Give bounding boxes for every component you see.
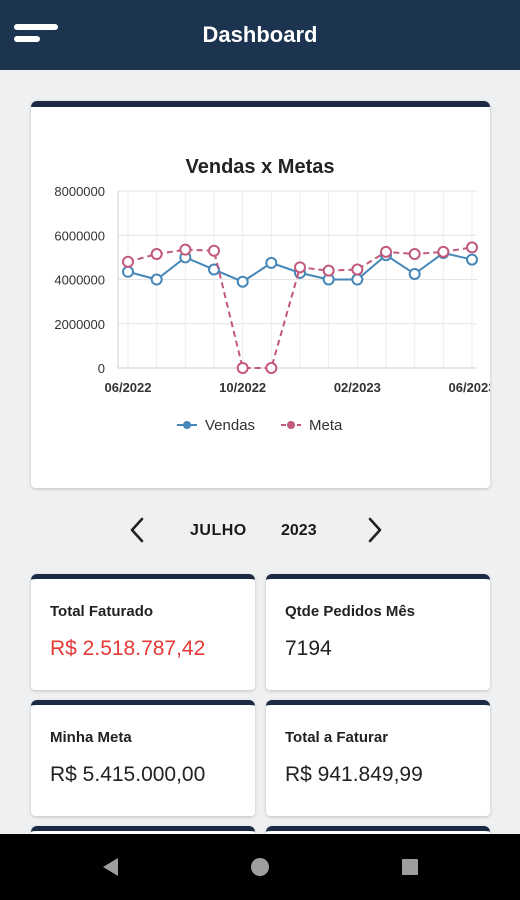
data-point-vendas <box>150 273 163 286</box>
data-point-meta <box>294 261 306 274</box>
y-tick-label: 8000000 <box>54 184 105 199</box>
x-tick-label: 06/2023 <box>449 380 491 395</box>
card-qtde-pedidos[interactable]: Qtde Pedidos Mês 7194 <box>266 574 490 690</box>
data-point-meta <box>322 264 335 277</box>
x-tick-label: 06/2022 <box>105 380 152 395</box>
data-point-meta <box>236 362 249 374</box>
legend-label: Vendas <box>205 417 255 434</box>
data-point-meta <box>265 362 278 374</box>
data-point-meta <box>437 245 450 258</box>
data-point-vendas <box>351 273 364 286</box>
data-point-meta <box>122 255 134 268</box>
card-label: Total a Faturar <box>285 729 389 746</box>
chevron-left-icon[interactable] <box>124 516 152 544</box>
card-label: Minha Meta <box>50 729 132 746</box>
data-point-vendas <box>265 256 278 269</box>
y-tick-label: 4000000 <box>54 273 105 288</box>
recents-square-icon[interactable] <box>397 854 423 880</box>
year-label: 2023 <box>281 522 317 539</box>
data-point-vendas <box>236 275 249 288</box>
card-label: Qtde Pedidos Mês <box>285 603 416 620</box>
app-bar: Dashboard <box>0 0 520 70</box>
card-minha-meta[interactable]: Minha Meta R$ 5.415.000,00 <box>31 700 255 816</box>
system-nav-bar <box>0 834 520 900</box>
data-point-meta <box>466 241 478 254</box>
data-point-meta <box>208 244 220 257</box>
card-value: R$ 5.415.000,00 <box>50 763 206 786</box>
chart-title: Vendas x Metas <box>186 156 335 178</box>
chart-card: Vendas x Metas 0 2000000 4000000 6000000 8000… <box>31 101 490 488</box>
home-circle-icon[interactable] <box>247 854 273 880</box>
data-point-vendas <box>122 265 134 278</box>
data-point-meta <box>179 243 192 256</box>
card-value: 7194 <box>285 637 332 660</box>
y-tick-label: 6000000 <box>54 228 105 243</box>
data-point-meta <box>150 248 163 261</box>
data-point-meta <box>408 248 421 261</box>
card-value: R$ 2.518.787,42 <box>50 637 206 660</box>
sales-vs-goals-chart: Vendas x Metas 0 2000000 4000000 6000000 8000… <box>54 156 491 434</box>
y-tick-label: 0 <box>98 361 105 376</box>
card-total-faturado[interactable]: Total Faturado R$ 2.518.787,42 <box>31 574 255 690</box>
legend-marker <box>183 421 191 429</box>
month-navigator: JULHO 2023 <box>0 510 520 550</box>
month-label: JULHO <box>190 522 247 539</box>
y-tick-label: 2000000 <box>54 317 105 332</box>
x-tick-label: 02/2023 <box>334 380 381 395</box>
card-total-a-faturar[interactable]: Total a Faturar R$ 941.849,99 <box>266 700 490 816</box>
chevron-right-icon[interactable] <box>360 516 388 544</box>
data-point-vendas <box>208 263 220 276</box>
card-label: Total Faturado <box>50 603 154 620</box>
data-point-meta <box>351 263 364 276</box>
page-title: Dashboard <box>202 22 318 47</box>
data-point-vendas <box>466 253 478 266</box>
x-tick-label: 10/2022 <box>219 380 266 395</box>
data-point-meta <box>380 245 392 258</box>
legend-label: Meta <box>309 417 343 434</box>
menu-icon[interactable] <box>14 24 58 46</box>
card-value: R$ 941.849,99 <box>285 763 423 786</box>
legend-marker <box>287 421 295 429</box>
back-triangle-icon[interactable] <box>98 854 124 880</box>
data-point-vendas <box>408 267 421 280</box>
